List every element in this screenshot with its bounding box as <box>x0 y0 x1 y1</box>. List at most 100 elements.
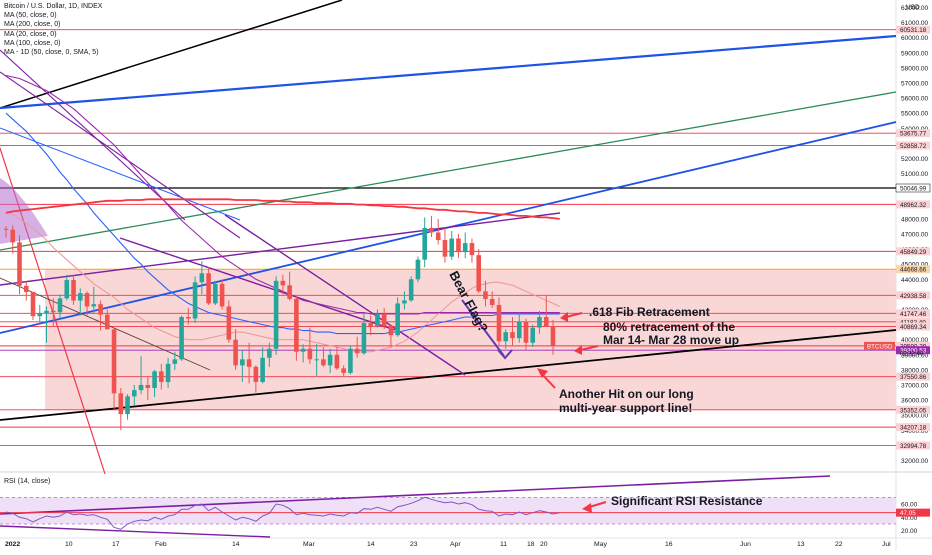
level-label-13: 37550.86 <box>900 374 927 381</box>
level-label-1: 53675.77 <box>900 131 927 138</box>
time-tick-9: 11 <box>500 541 507 548</box>
level-label-bg-8 <box>896 309 930 318</box>
trend-line-5 <box>0 49 186 221</box>
candle-body-53 <box>361 323 367 354</box>
candle-body-25 <box>172 359 178 364</box>
candle-body-40 <box>273 280 279 349</box>
legend-ma-1d: MA - 1D (50, close, 0, SMA, 5) <box>4 49 99 57</box>
level-label-bg-12 <box>896 346 930 355</box>
price-tick-22: 40000.00 <box>901 337 928 344</box>
price-tick-4: 58000.00 <box>901 65 928 72</box>
price-tick-23: 39000.00 <box>901 352 928 359</box>
candle-body-1 <box>10 229 16 243</box>
candle-body-16 <box>111 329 117 394</box>
candle-body-3 <box>23 285 29 292</box>
level-label-7: 42938.58 <box>900 293 927 300</box>
candle-body-77 <box>523 321 529 343</box>
legend-ma20: MA (20, close, 0) <box>4 30 57 38</box>
candle-body-11 <box>77 293 83 301</box>
level-label-14: 35352.05 <box>900 407 927 414</box>
candle-body-59 <box>402 300 407 304</box>
candle-body-49 <box>334 354 340 369</box>
rsi-tick-0: 60.00 <box>901 502 918 509</box>
candle-body-18 <box>125 396 130 415</box>
top-left-wedge <box>0 178 48 244</box>
trend-line-12 <box>224 214 466 376</box>
candle-body-10 <box>71 280 76 301</box>
symbol-badge-bg <box>864 341 895 350</box>
level-label-bg-3 <box>895 183 931 193</box>
rsi-tick-2: 20.00 <box>901 528 918 535</box>
candle-body-0 <box>3 228 9 230</box>
level-label-bg-5 <box>896 247 930 256</box>
rsi-tick-1: 40.00 <box>901 515 918 522</box>
candle-body-22 <box>152 371 157 388</box>
retrace-arrow-head <box>574 345 582 355</box>
legend-ma50: MA (50, close, 0) <box>4 12 57 20</box>
time-tick-6: 14 <box>367 541 375 548</box>
candle-body-78 <box>530 327 536 343</box>
candle-body-55 <box>375 314 380 327</box>
candle-body-6 <box>44 310 49 314</box>
trend-line-14 <box>0 475 831 515</box>
candle-body-76 <box>516 321 522 339</box>
rsi-value-bg <box>896 508 930 517</box>
ma-line-1 <box>5 112 560 335</box>
candle-body-35 <box>240 359 245 366</box>
trend-line-4 <box>0 329 897 421</box>
candle-body-33 <box>226 306 232 340</box>
level-label-bg-10 <box>896 322 930 331</box>
annotation-retrace-line2: Mar 14- Mar 28 move up <box>603 333 739 347</box>
candle-body-21 <box>145 384 151 388</box>
price-tick-2: 60000.00 <box>901 35 928 42</box>
price-tick-6: 56000.00 <box>901 96 928 103</box>
level-label-bg-6 <box>896 265 930 274</box>
annotation-retrace-line1: 80% retracement of the <box>603 320 735 334</box>
time-tick-7: 23 <box>410 541 418 548</box>
price-tick-30: 32000.00 <box>901 458 928 465</box>
level-label-bg-4 <box>896 200 930 209</box>
candle-body-48 <box>327 354 333 366</box>
rsi-legend: RSI (14, close) <box>4 478 51 485</box>
trend-line-13 <box>0 525 271 538</box>
level-label-10: 40869.34 <box>900 324 927 331</box>
price-tick-27: 35000.00 <box>901 413 928 420</box>
level-label-bg-0 <box>896 25 930 34</box>
candle-body-51 <box>348 348 353 373</box>
level-label-bg-2 <box>896 141 930 150</box>
price-tick-3: 59000.00 <box>901 50 928 57</box>
annotation-fib: .618 Fib Retracement <box>589 305 710 319</box>
ma-line-3 <box>5 198 560 220</box>
candle-body-37 <box>253 366 259 382</box>
time-tick-3: Feb <box>155 541 167 548</box>
candle-body-36 <box>246 359 252 367</box>
level-label-16: 32994.78 <box>900 443 927 450</box>
candle-body-67 <box>456 238 461 253</box>
level-label-bg-11 <box>896 341 930 350</box>
candle-body-80 <box>543 317 549 327</box>
level-label-bg-16 <box>896 441 930 450</box>
time-tick-11: 20 <box>540 541 548 548</box>
time-tick-12: May <box>594 541 607 548</box>
candle-body-5 <box>37 313 43 317</box>
trend-line-2 <box>0 91 897 251</box>
candle-body-71 <box>483 291 488 299</box>
legend-ma200: MA (200, close, 0) <box>4 21 61 29</box>
candle-body-20 <box>138 384 144 391</box>
level-label-bg-1 <box>896 129 930 138</box>
level-label-6: 44668.66 <box>900 267 927 274</box>
candle-body-12 <box>84 293 90 307</box>
candle-body-60 <box>408 279 414 301</box>
candle-body-46 <box>314 359 319 361</box>
support-arrow-head <box>537 368 548 378</box>
candle-body-63 <box>429 227 434 233</box>
price-tick-26: 36000.00 <box>901 398 928 405</box>
level-label-3: 50046.99 <box>900 186 927 193</box>
price-tick-18: 44000.00 <box>901 277 928 284</box>
level-label-bg-7 <box>896 291 930 300</box>
symbol-badge: BTCUSD <box>867 343 893 350</box>
candle-body-73 <box>496 304 502 342</box>
trend-line-11 <box>0 212 561 286</box>
price-tick-10: 52000.00 <box>901 156 928 163</box>
